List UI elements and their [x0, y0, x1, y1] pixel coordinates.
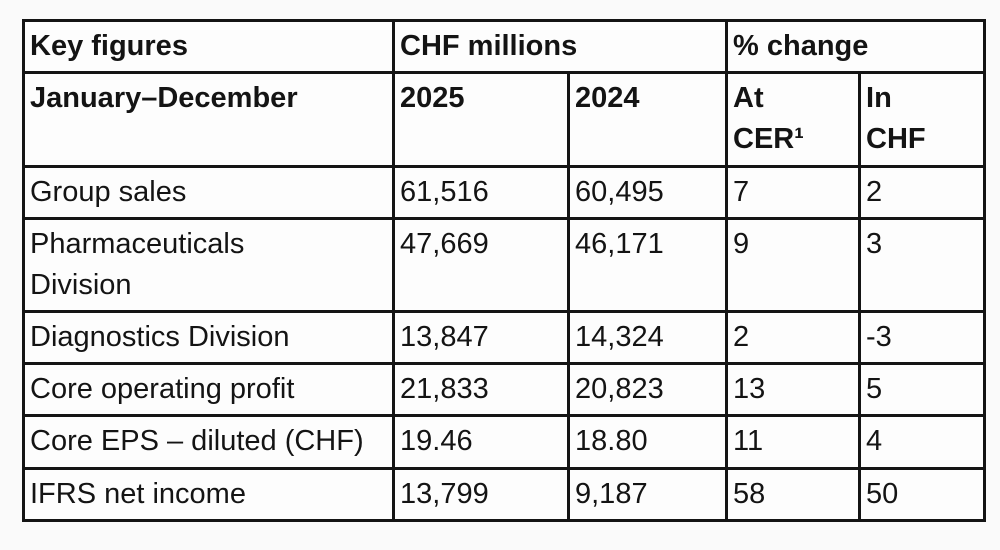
header-at-cer: At CER¹	[725, 71, 862, 168]
value-2025: 13,799	[392, 466, 570, 522]
value-2024: 9,187	[566, 466, 729, 522]
row-label: Pharmaceuticals Division	[22, 216, 395, 314]
value-2024: 20,823	[566, 362, 729, 418]
value-2024: 18.80	[566, 414, 729, 470]
value-pct-in-chf: 3	[858, 216, 987, 314]
value-2024: 14,324	[566, 310, 729, 366]
table-row-core-eps-diluted: Core EPS – diluted (CHF) 19.46 18.80 11 …	[22, 414, 987, 470]
header-column-row: January–December 2025 2024 At CER¹ In CH…	[22, 71, 987, 168]
value-2025: 47,669	[392, 216, 570, 314]
value-pct-at-cer: 11	[725, 414, 862, 470]
value-pct-at-cer: 2	[725, 310, 862, 366]
row-label: Core operating profit	[22, 362, 395, 418]
value-pct-in-chf: -3	[858, 310, 987, 366]
value-2024: 46,171	[566, 216, 729, 314]
value-2024: 60,495	[566, 164, 729, 220]
table-row-group-sales: Group sales 61,516 60,495 7 2	[22, 164, 987, 220]
value-pct-at-cer: 13	[725, 362, 862, 418]
header-chf-millions: CHF millions	[391, 18, 729, 75]
row-label: IFRS net income	[22, 466, 395, 522]
value-pct-in-chf: 5	[858, 362, 987, 418]
table-row-ifrs-net-income: IFRS net income 13,799 9,187 58 50	[22, 466, 987, 522]
value-pct-in-chf: 2	[858, 164, 987, 220]
header-pct-change: % change	[725, 18, 987, 75]
key-figures-table: Key figures CHF millions % change Januar…	[22, 18, 987, 522]
value-pct-at-cer: 7	[725, 164, 862, 220]
value-pct-in-chf: 4	[858, 414, 987, 470]
value-pct-at-cer: 58	[725, 466, 862, 522]
table-row-diagnostics-division: Diagnostics Division 13,847 14,324 2 -3	[22, 310, 987, 366]
header-year-2024: 2024	[566, 71, 729, 168]
value-2025: 21,833	[392, 362, 570, 418]
header-group-row: Key figures CHF millions % change	[22, 18, 987, 75]
key-figures-table-container: Key figures CHF millions % change Januar…	[22, 18, 987, 522]
row-label: Group sales	[22, 164, 395, 220]
value-2025: 61,516	[392, 164, 570, 220]
header-key-figures: Key figures	[22, 18, 395, 75]
value-pct-at-cer: 9	[725, 216, 862, 314]
header-in-chf: In CHF	[858, 71, 987, 168]
value-2025: 13,847	[392, 310, 570, 366]
table-row-core-operating-profit: Core operating profit 21,833 20,823 13 5	[22, 362, 987, 418]
row-label: Core EPS – diluted (CHF)	[22, 414, 395, 470]
table-row-pharmaceuticals-division: Pharmaceuticals Division 47,669 46,171 9…	[22, 216, 987, 314]
header-period: January–December	[22, 71, 395, 168]
row-label: Diagnostics Division	[22, 310, 395, 366]
value-pct-in-chf: 50	[858, 466, 987, 522]
value-2025: 19.46	[392, 414, 570, 470]
header-year-2025: 2025	[392, 71, 570, 168]
